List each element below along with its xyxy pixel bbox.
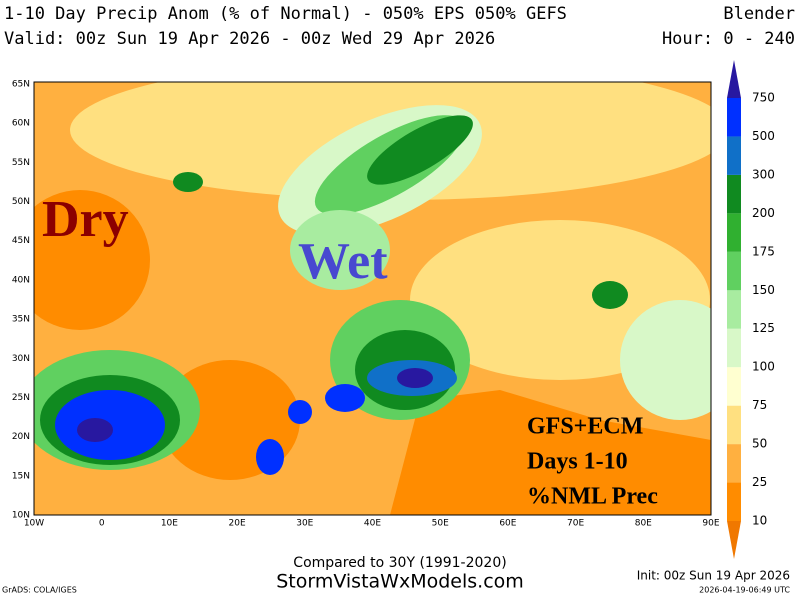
lon-label: 40E <box>364 519 381 529</box>
lon-label: 50E <box>432 519 449 529</box>
colorbar-bin <box>727 290 741 329</box>
colorbar-under <box>727 521 741 559</box>
wet-label: Wet <box>298 233 388 290</box>
colorbar-label: 50 <box>752 437 767 451</box>
colorbar-bin <box>727 367 741 406</box>
lon-label: 30E <box>296 519 313 529</box>
colorbar-bin <box>727 405 741 445</box>
colorbar-bin <box>727 213 741 252</box>
credit: GrADS: COLA/IGES <box>2 586 77 595</box>
colorbar-bin <box>727 174 741 214</box>
lon-label: 60E <box>499 519 516 529</box>
colorbar-bin <box>727 328 741 368</box>
valid: Valid: 00z Sun 19 Apr 2026 - 00z Wed 29 … <box>4 29 495 49</box>
lon-label: 90E <box>702 519 719 529</box>
site: StormVistaWxModels.com <box>276 571 524 593</box>
colorbar-bin <box>727 251 741 291</box>
lat-label: 20N <box>12 432 30 442</box>
init: Init: 00z Sun 19 Apr 2026 <box>637 569 790 583</box>
title: 1-10 Day Precip Anom (% of Normal) - 050… <box>4 4 567 24</box>
colorbar-label: 75 <box>752 398 767 412</box>
lon-label: 0 <box>99 519 105 529</box>
lat-label: 65N <box>12 80 30 90</box>
colorbar-label: 500 <box>752 129 775 143</box>
lat-label: 30N <box>12 354 30 364</box>
lat-label: 55N <box>12 158 30 168</box>
box-line: Days 1-10 <box>527 449 628 475</box>
colorbar-bin <box>727 444 741 483</box>
box-line: %NML Prec <box>527 484 658 510</box>
lon-label: 70E <box>567 519 584 529</box>
hour: Hour: 0 - 240 <box>662 29 795 49</box>
colorbar-bin <box>727 482 741 521</box>
colorbar-bin <box>727 98 741 137</box>
colorbar-label: 100 <box>752 360 775 374</box>
model: Blender <box>723 4 795 24</box>
colorbar-label: 750 <box>752 91 775 105</box>
colorbar-label: 200 <box>752 206 775 220</box>
compared: Compared to 30Y (1991-2020) <box>293 555 506 571</box>
stamp: 2026-04-19-06:49 UTC <box>699 586 790 595</box>
lat-label: 35N <box>12 315 30 325</box>
lat-label: 40N <box>12 275 30 285</box>
lon-label: 10W <box>24 519 44 529</box>
lat-label: 15N <box>12 471 30 481</box>
colorbar-label: 25 <box>752 475 767 489</box>
lat-label: 10N <box>12 511 30 521</box>
lat-label: 50N <box>12 197 30 207</box>
box-line: GFS+ECM <box>527 414 643 440</box>
colorbar: 10 25 50 75 100 125 150 175 200 300 500 750 <box>727 60 775 559</box>
colorbar-bin <box>727 136 741 175</box>
map-frame <box>33 81 712 516</box>
lon-label: 10E <box>161 519 178 529</box>
colorbar-label: 150 <box>752 283 775 297</box>
lon-label: 80E <box>635 519 652 529</box>
lat-label: 25N <box>12 393 30 403</box>
colorbar-label: 10 <box>752 514 767 528</box>
lon-label: 20E <box>229 519 246 529</box>
colorbar-label: 125 <box>752 321 775 335</box>
colorbar-label: 175 <box>752 244 775 258</box>
map-field <box>34 82 711 515</box>
dry-label: Dry <box>42 191 129 248</box>
colorbar-label: 300 <box>752 167 775 181</box>
colorbar-over <box>727 60 741 98</box>
lat-label: 60N <box>12 119 30 129</box>
lat-label: 45N <box>12 236 30 246</box>
